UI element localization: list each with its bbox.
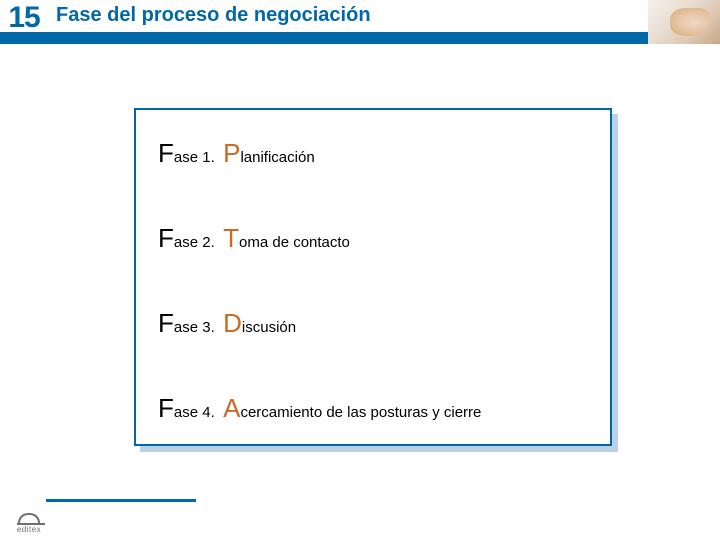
header-decorative-image xyxy=(648,0,720,44)
phase-prefix-rest: ase 4. xyxy=(174,404,215,421)
phase-prefix-initial: F xyxy=(158,308,174,338)
slide-number: 15 xyxy=(0,0,48,36)
phase-word-initial: D xyxy=(223,308,242,338)
publisher-logo: editex xyxy=(8,510,50,536)
phases-box: Fase 1. Planificación Fase 2. Toma de co… xyxy=(134,108,612,446)
logo-text: editex xyxy=(17,525,41,534)
slide-header: 15 Fase del proceso de negociación xyxy=(0,0,720,48)
phase-prefix-rest: ase 2. xyxy=(174,234,215,251)
logo-arc-icon xyxy=(18,513,40,523)
slide-title: Fase del proceso de negociación xyxy=(56,4,371,27)
footer-accent-line xyxy=(46,499,196,502)
phase-word-rest: cercamiento de las posturas y cierre xyxy=(240,404,481,421)
phase-row: Fase 4. Acercamiento de las posturas y c… xyxy=(158,393,588,424)
phase-prefix-rest: ase 3. xyxy=(174,319,215,336)
phase-prefix-initial: F xyxy=(158,138,174,168)
phase-word-initial: T xyxy=(223,223,239,253)
phase-prefix-initial: F xyxy=(158,393,174,423)
phase-word-rest: oma de contacto xyxy=(239,234,350,251)
phase-word-initial: A xyxy=(223,393,240,423)
phase-prefix-rest: ase 1. xyxy=(174,149,215,166)
phase-prefix-initial: F xyxy=(158,223,174,253)
phase-word-rest: iscusión xyxy=(242,319,296,336)
phase-row: Fase 3. Discusión xyxy=(158,308,588,339)
phase-word-initial: P xyxy=(223,138,240,168)
phases-box-inner: Fase 1. Planificación Fase 2. Toma de co… xyxy=(134,108,612,446)
phase-row: Fase 1. Planificación xyxy=(158,138,588,169)
phase-word-rest: lanificación xyxy=(240,149,314,166)
header-underline-bar xyxy=(0,32,720,44)
phase-row: Fase 2. Toma de contacto xyxy=(158,223,588,254)
